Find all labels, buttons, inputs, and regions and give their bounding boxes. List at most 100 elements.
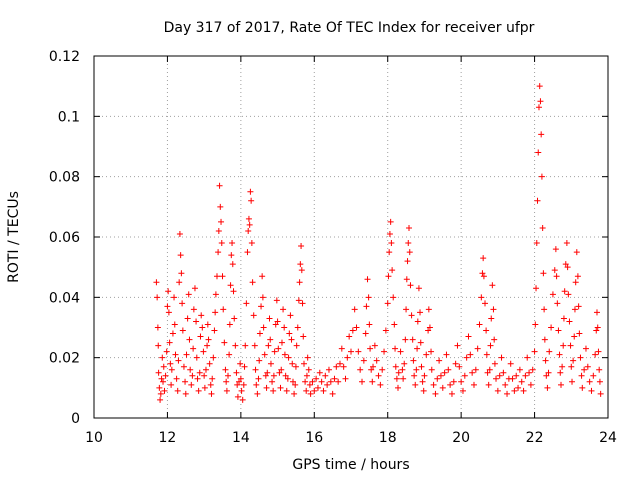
data-point — [535, 104, 542, 111]
data-point — [572, 279, 579, 286]
data-point — [178, 270, 185, 277]
data-point — [240, 381, 247, 388]
data-point — [296, 279, 303, 286]
data-point — [186, 336, 193, 343]
data-point — [346, 333, 353, 340]
data-point — [198, 312, 205, 319]
data-point — [535, 149, 542, 156]
data-point — [218, 218, 225, 225]
x-tick-label: 22 — [526, 430, 544, 446]
data-point — [242, 342, 249, 349]
data-point — [364, 276, 371, 283]
data-point — [158, 375, 165, 382]
data-point — [553, 273, 560, 280]
data-point — [555, 327, 562, 334]
data-point — [288, 336, 295, 343]
data-point — [201, 372, 208, 379]
x-tick-label: 20 — [452, 430, 470, 446]
data-point — [262, 372, 269, 379]
data-point — [405, 240, 412, 247]
data-point — [193, 354, 200, 361]
data-point — [244, 249, 251, 256]
data-point — [418, 363, 425, 370]
data-point — [516, 366, 523, 373]
x-tick-label: 18 — [379, 430, 397, 446]
data-point — [412, 381, 419, 388]
data-point — [456, 363, 463, 370]
data-point — [406, 249, 413, 256]
data-point — [448, 390, 455, 397]
data-point — [406, 224, 413, 231]
data-point — [577, 354, 584, 361]
data-point — [541, 306, 548, 313]
data-point — [270, 387, 277, 394]
data-point — [184, 315, 191, 322]
data-point — [597, 390, 604, 397]
data-point — [359, 378, 366, 385]
data-point — [439, 384, 446, 391]
data-point — [259, 273, 266, 280]
data-point — [581, 366, 588, 373]
data-point — [571, 306, 578, 313]
data-point — [432, 390, 439, 397]
data-point — [300, 333, 307, 340]
data-point — [253, 381, 260, 388]
data-point — [169, 330, 176, 337]
data-point — [565, 291, 572, 298]
data-point — [217, 203, 224, 210]
data-point — [592, 351, 599, 358]
data-point — [160, 363, 167, 370]
data-point — [399, 366, 406, 373]
data-point — [407, 282, 414, 289]
data-point — [219, 273, 226, 280]
data-point — [571, 333, 578, 340]
data-point — [458, 378, 465, 385]
data-point — [414, 345, 421, 352]
data-point — [395, 369, 402, 376]
data-point — [289, 378, 296, 385]
data-point — [507, 360, 514, 367]
data-point — [450, 378, 457, 385]
data-points — [153, 83, 604, 403]
data-point — [434, 375, 441, 382]
data-point — [182, 390, 189, 397]
data-point — [302, 378, 309, 385]
data-point — [400, 375, 407, 382]
data-point — [403, 276, 410, 283]
data-point — [578, 372, 585, 379]
data-point — [194, 375, 201, 382]
data-point — [557, 369, 564, 376]
data-point — [445, 366, 452, 373]
data-point — [392, 363, 399, 370]
data-point — [179, 300, 186, 307]
data-point — [357, 366, 364, 373]
data-point — [171, 294, 178, 301]
data-point — [204, 342, 211, 349]
data-point — [298, 243, 305, 250]
data-point — [248, 240, 255, 247]
data-point — [363, 303, 370, 310]
data-point — [294, 324, 301, 331]
data-point — [489, 282, 496, 289]
data-point — [401, 360, 408, 367]
data-point — [595, 348, 602, 355]
data-point — [371, 342, 378, 349]
data-point — [190, 345, 197, 352]
data-point — [314, 384, 321, 391]
data-point — [362, 330, 369, 337]
data-point — [168, 366, 175, 373]
data-point — [392, 345, 399, 352]
data-point — [163, 348, 170, 355]
data-point — [480, 255, 487, 262]
data-point — [533, 285, 540, 292]
data-point — [542, 357, 549, 364]
data-point — [299, 300, 306, 307]
data-point — [267, 360, 274, 367]
data-point — [270, 372, 277, 379]
data-point — [544, 384, 551, 391]
data-point — [333, 363, 340, 370]
data-point — [255, 375, 262, 382]
data-point — [199, 324, 206, 331]
data-point — [197, 333, 204, 340]
